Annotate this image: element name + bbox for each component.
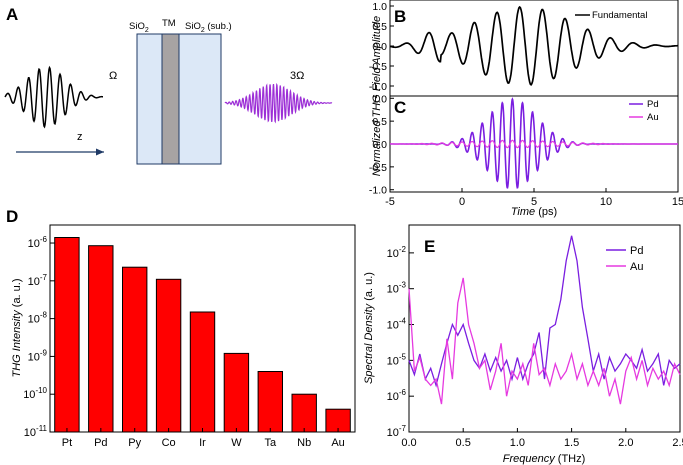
c-x-tick-label: 10 (600, 196, 612, 208)
d-x-tick-label: Py (128, 437, 141, 449)
panel-b-fundamental-chart: 1.0 0.5 0.0 -0.5 -1.0 Fundamental (369, 0, 679, 97)
c-y-tick-label: -0.5 (369, 162, 387, 174)
tm-layer (161, 33, 180, 165)
pd-spectrum-line (408, 235, 681, 388)
bar-w (223, 352, 250, 433)
d-x-tick-label: W (231, 437, 242, 449)
panel-label-a: A (6, 5, 18, 24)
third-harmonic-label: 3Ω (290, 70, 304, 82)
b-y-tick-label: 1.0 (372, 1, 387, 13)
d-x-tick-label: Ir (199, 437, 206, 449)
bar-pd (88, 245, 114, 433)
panel-e-y-axis-title: Spectral Density (a. u.) (363, 272, 375, 384)
panel-label-d: D (6, 207, 18, 226)
panel-e-x-axis-title: Frequency (THz) (503, 453, 586, 465)
panel-a-schematic: SiO2 TM SiO2 (sub.) Ω 3Ω z (4, 18, 333, 165)
legend-label-pd-e: Pd (630, 245, 643, 257)
sio2-label: SiO2 (129, 21, 149, 34)
substrate-layer (178, 33, 222, 165)
e-y-tick-label: 10-2 (387, 245, 407, 260)
c-y-tick-label: -1.0 (369, 185, 387, 197)
e-x-tick-label: 0.0 (401, 437, 416, 449)
panel-label-c: C (394, 98, 406, 117)
bar-co (155, 278, 182, 433)
panel-e-frame (408, 224, 681, 433)
d-x-tick-label: Nb (297, 437, 311, 449)
third-harmonic-pulse (224, 82, 333, 124)
bar-pt (54, 237, 80, 433)
d-x-tick-label: Au (331, 437, 344, 449)
panel-c-x-axis-title: Time (ps) (511, 206, 557, 218)
e-x-tick-label: 1.5 (564, 437, 579, 449)
legend-label-pd-c: Pd (647, 99, 659, 110)
panel-label-b: B (394, 7, 406, 26)
d-x-tick-label: Pd (94, 437, 107, 449)
legend-label-au-e: Au (630, 261, 643, 273)
tm-label: TM (162, 18, 176, 29)
fundamental-pulse (4, 65, 103, 129)
fundamental-line (389, 5, 678, 87)
e-y-tick-label: 10-5 (387, 352, 407, 367)
e-y-tick-label: 10-7 (387, 424, 407, 439)
e-x-tick-label: 2.5 (672, 437, 683, 449)
c-x-tick-label: 5 (531, 196, 537, 208)
bar-nb (291, 393, 317, 433)
sio2-layer (136, 33, 163, 165)
b-y-tick-label: -1.0 (369, 81, 387, 93)
e-y-tick-label: 10-4 (387, 317, 407, 332)
panel-label-e: E (424, 237, 435, 256)
bar-ir (189, 311, 216, 433)
panel-d-bar-chart: 10-6 10-7 10-8 10-9 10-10 10-11 Pt Pd Py Co Ir W Ta… (11, 224, 356, 449)
bar-py (122, 266, 148, 433)
panel-e-spectrum-chart: 10-2 10-3 10-4 10-5 10-6 10-7 0.0 0.5 1.0 1.5 2.0… (363, 224, 683, 465)
substrate-label: SiO2 (sub.) (185, 21, 232, 34)
legend-label-au-c: Au (647, 112, 659, 123)
bar-ta (257, 371, 284, 433)
e-x-tick-label: 1.0 (510, 437, 525, 449)
d-y-tick-label: 10-11 (24, 424, 48, 439)
e-x-tick-label: 0.5 (456, 437, 471, 449)
panel-d-y-axis-title: THG Intensity (a. u.) (11, 278, 23, 377)
c-x-tick-label: 0 (459, 196, 465, 208)
omega-label: Ω (109, 70, 117, 82)
d-x-tick-label: Pt (62, 437, 72, 449)
c-x-tick-label: -5 (385, 196, 395, 208)
b-y-tick-label: 0.5 (372, 21, 387, 33)
e-y-tick-label: 10-3 (387, 281, 407, 296)
au-spectrum-line (408, 277, 681, 405)
z-axis-label: z (77, 131, 83, 143)
c-y-tick-label: 0.0 (372, 139, 387, 151)
d-y-tick-label: 10-10 (23, 386, 47, 401)
d-y-tick-label: 10-6 (28, 235, 48, 250)
arrow-head (96, 148, 104, 156)
e-y-tick-label: 10-6 (387, 388, 407, 403)
d-y-tick-label: 10-9 (28, 348, 48, 363)
c-y-tick-label: 1.0 (372, 93, 387, 105)
d-y-tick-label: 10-8 (28, 311, 48, 326)
b-y-tick-label: 0.0 (372, 41, 387, 53)
legend-label-fundamental: Fundamental (592, 10, 647, 21)
d-x-tick-label: Co (162, 437, 176, 449)
bc-y-axis-title: Normalized THG Field Amplitude (371, 16, 383, 176)
c-y-tick-label: 0.5 (372, 116, 387, 128)
d-y-tick-label: 10-7 (28, 273, 48, 288)
au-thg-line (390, 139, 678, 149)
c-x-tick-label: 15 (672, 196, 683, 208)
panel-c-thg-chart: 1.0 0.5 0.0 -0.5 -1.0 -5 0 5 10 15 Pd Au Time (p… (369, 93, 683, 218)
b-y-tick-label: -0.5 (369, 61, 387, 73)
d-x-tick-label: Ta (264, 437, 277, 449)
e-x-tick-label: 2.0 (618, 437, 633, 449)
